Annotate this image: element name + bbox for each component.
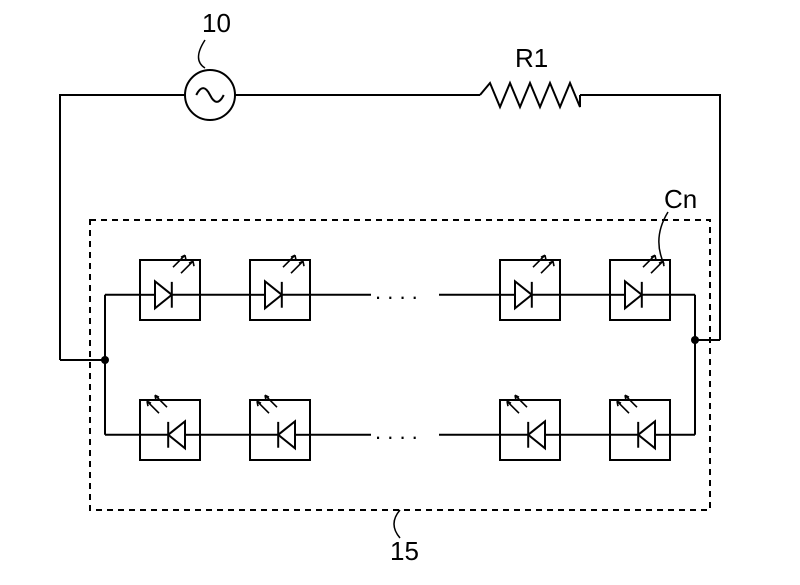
label-resistor: R1 (515, 43, 548, 73)
led-array-box (90, 220, 710, 510)
ellipsis-top: . . . . (375, 279, 418, 304)
label-array: 15 (390, 536, 419, 566)
label-cn: Cn (664, 184, 697, 214)
ellipsis-bot: . . . . (375, 419, 418, 444)
label-source: 10 (202, 8, 231, 38)
